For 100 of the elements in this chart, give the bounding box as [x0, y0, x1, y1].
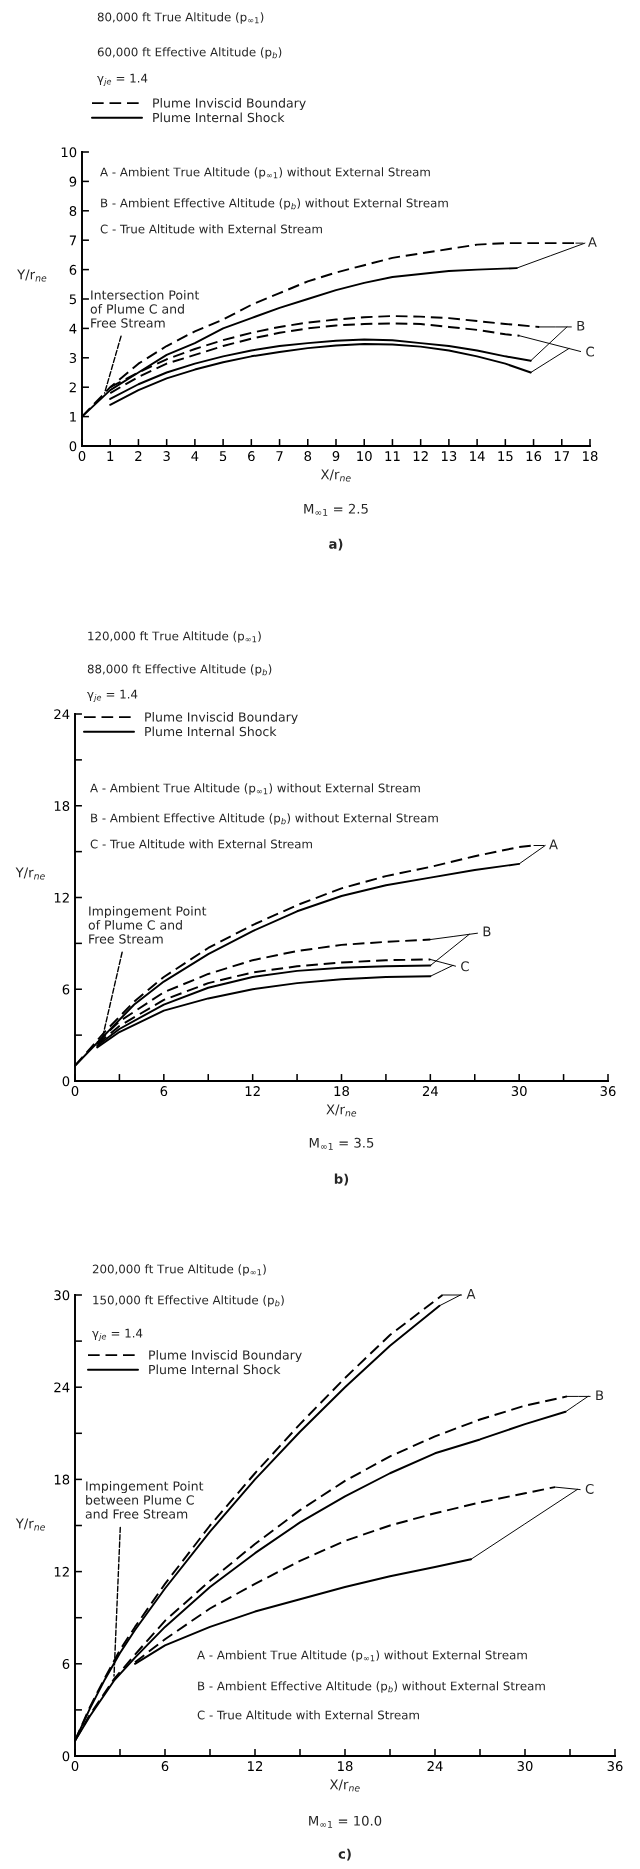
y-tick-label: 12 [54, 892, 69, 903]
x-tick-label: 0 [78, 451, 86, 462]
y-tick-label: 18 [54, 1474, 70, 1485]
x-tick-label: 4 [191, 451, 199, 461]
y-tick-label: 10 [61, 147, 77, 158]
x-tick-label: 15 [498, 451, 513, 462]
annotation: A [466, 1289, 476, 1299]
x-tick-label: 10 [357, 451, 372, 462]
chart-title: 80,000 ft True Altitude (p$_{∞1}$) [97, 12, 264, 24]
x-tick-label: 8 [304, 451, 312, 462]
y-axis-title: Y/r$_{ne}$ [15, 1518, 45, 1531]
annotation: B [483, 926, 491, 937]
y-tick-label: 1 [70, 411, 76, 422]
legend-label: Plume Internal Shock [145, 726, 277, 737]
y-tick-label: 6 [69, 264, 77, 275]
x-tick-label: 24 [422, 1086, 438, 1096]
x-tick-label: 36 [600, 1086, 616, 1097]
y-tick-label: 24 [54, 1382, 70, 1393]
annotation: C - True Altitude with External Stream [197, 1710, 419, 1720]
y-tick-label: 6 [62, 1659, 70, 1669]
legend-label: Plume Internal Shock [153, 112, 285, 123]
x-tick-label: 16 [526, 451, 542, 462]
y-tick-label: 0 [62, 1076, 70, 1087]
annotation: B [577, 320, 585, 331]
y-axis-title: Y/r$_{ne}$ [17, 269, 47, 282]
x-tick-label: 12 [245, 1086, 260, 1096]
annotation: A - Ambient True Altitude (p$_{∞1}$) without External Stream [90, 783, 420, 795]
x-tick-label: 2 [135, 451, 142, 461]
annotation: C [461, 961, 469, 972]
legend-label: Plume Internal Shock [149, 1364, 281, 1375]
y-tick-label: 30 [54, 1290, 70, 1301]
annotation: A - Ambient True Altitude (p$_{∞1}$) without External Stream [197, 1650, 527, 1662]
y-tick-label: 0 [62, 1751, 70, 1762]
x-tick-label: 30 [517, 1761, 533, 1772]
y-tick-label: 0 [69, 441, 77, 452]
annotation: B - Ambient Effective Altitude (p$_{b}$) without External Stream [91, 813, 438, 825]
x-tick-label: 11 [385, 451, 400, 461]
x-tick-label: 30 [511, 1086, 527, 1097]
x-tick-label: 9 [332, 451, 340, 462]
x-axis-title: X/r$_{ne}$ [329, 1779, 360, 1792]
x-tick-label: 18 [334, 1086, 349, 1097]
x-tick-label: 12 [248, 1761, 263, 1771]
x-axis-title: X/r$_{ne}$ [326, 1104, 357, 1117]
chart-subtitle: 150,000 ft Effective Altitude (p$_{b}$) [93, 1295, 284, 1307]
y-tick-label: 18 [54, 800, 70, 811]
y-tick-label: 8 [69, 206, 77, 216]
y-axis-title: Y/r$_{ne}$ [15, 867, 45, 880]
text: c) [338, 1848, 351, 1861]
annotation: B - Ambient Effective Altitude (p$_{b}$) without External Stream [198, 1681, 545, 1693]
annotation: C [585, 1483, 594, 1494]
text: M$_{∞1}$ = 10.0 [309, 1815, 382, 1828]
annotation: A - Ambient True Altitude (p$_{∞1}$) without External Stream [100, 167, 430, 179]
y-tick-label: 3 [69, 353, 77, 363]
text: γ$_{je}$ = 1.4 [87, 689, 138, 703]
x-tick-label: 6 [160, 1086, 168, 1097]
y-tick-label: 4 [69, 323, 77, 334]
y-tick-label: 9 [69, 176, 77, 187]
y-tick-label: 12 [54, 1566, 69, 1577]
x-tick-label: 18 [338, 1761, 353, 1772]
x-tick-label: 5 [219, 451, 227, 462]
x-tick-label: 12 [413, 451, 428, 461]
x-tick-label: 1 [107, 451, 114, 461]
annotation: B - Ambient Effective Altitude (p$_{b}$) without External Stream [101, 198, 448, 210]
annotation: C - True Altitude with External Stream [100, 224, 322, 234]
annotation: Impingement Point of Plume C and Free Stream [88, 906, 207, 944]
legend-label: Plume Inviscid Boundary [149, 1350, 302, 1363]
annotation: C [586, 346, 594, 357]
chart-subtitle: 88,000 ft Effective Altitude (p$_{b}$) [87, 664, 272, 676]
text: b) [334, 1173, 349, 1186]
legend-label: Plume Inviscid Boundary [145, 712, 298, 725]
y-tick-label: 5 [69, 294, 76, 305]
x-tick-label: 36 [607, 1761, 623, 1772]
x-tick-label: 18 [583, 451, 598, 462]
annotation: A [587, 237, 597, 247]
x-tick-label: 14 [470, 451, 485, 461]
text: γ$_{je}$ = 1.4 [97, 73, 148, 87]
x-tick-label: 6 [161, 1761, 169, 1772]
x-tick-label: 6 [248, 451, 255, 462]
annotation: A [549, 839, 558, 850]
y-tick-label: 24 [54, 709, 70, 720]
legend-label: Plume Inviscid Boundary [153, 98, 306, 111]
y-tick-label: 2 [69, 382, 76, 393]
text: a) [329, 538, 343, 551]
annotation: Impingement Point between Plume C and Free Stream [85, 1481, 204, 1519]
x-tick-label: 17 [554, 451, 570, 461]
text: M$_{∞1}$ = 2.5 [304, 503, 368, 516]
x-tick-label: 3 [163, 451, 170, 462]
y-tick-label: 6 [62, 984, 70, 995]
annotation: Intersection Point of Plume C and Free Stream [90, 290, 200, 328]
annotation: C - True Altitude with External Stream [90, 839, 312, 849]
x-tick-label: 7 [276, 451, 283, 461]
chart-title: 120,000 ft True Altitude (p$_{∞1}$) [88, 631, 261, 643]
x-tick-label: 13 [441, 451, 457, 462]
x-tick-label: 24 [427, 1761, 443, 1771]
y-tick-label: 7 [69, 235, 77, 246]
annotation: B [596, 1390, 604, 1401]
text: M$_{∞1}$ = 3.5 [309, 1137, 374, 1150]
chart-subtitle: 60,000 ft Effective Altitude (p$_{b}$) [97, 47, 282, 59]
chart-title: 200,000 ft True Altitude (p$_{∞1}$) [92, 1264, 266, 1276]
annotation: γ$_{je}$ = 1.4 [92, 1328, 143, 1342]
